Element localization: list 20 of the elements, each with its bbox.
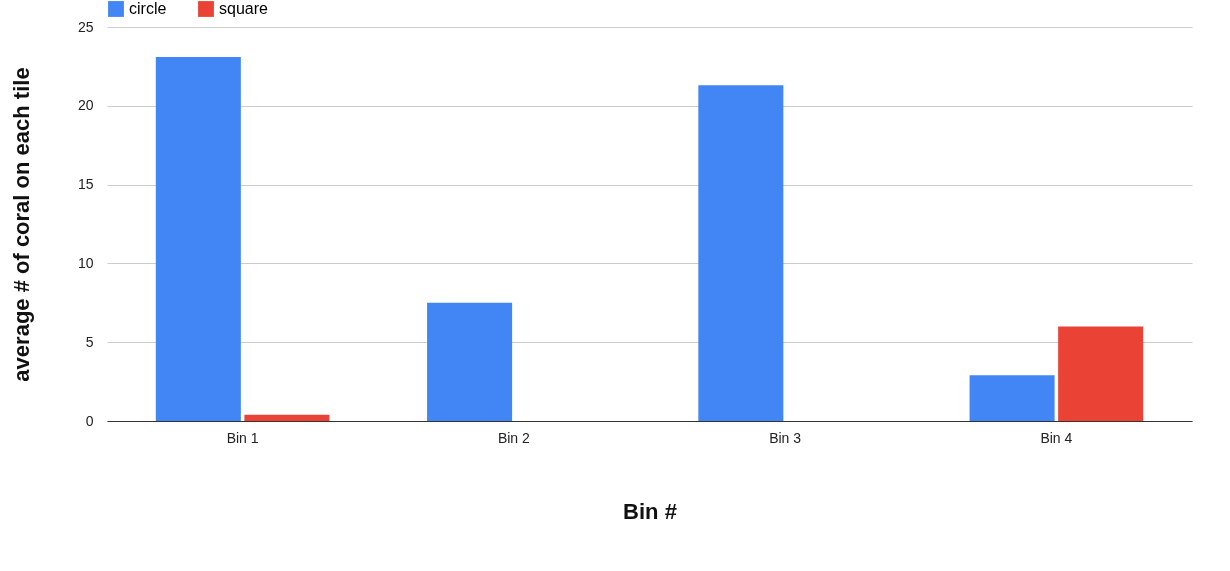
x-tick-label: Bin 2 xyxy=(497,429,531,446)
bar xyxy=(244,414,330,421)
bar xyxy=(1058,326,1144,421)
y-tick-label: 0 xyxy=(85,412,94,429)
y-tick-label: 20 xyxy=(77,97,94,114)
bar xyxy=(427,302,513,421)
bar xyxy=(698,85,784,421)
y-tick-label: 15 xyxy=(77,176,94,193)
y-tick-label: 25 xyxy=(77,18,94,35)
bar xyxy=(969,375,1055,421)
x-tick-label: Bin 3 xyxy=(769,429,802,446)
x-tick-label: Bin 1 xyxy=(226,429,259,446)
legend-label: circle xyxy=(129,0,167,17)
y-tick-label: 5 xyxy=(85,333,94,350)
x-axis-title: Bin # xyxy=(623,498,677,524)
y-tick-label: 10 xyxy=(77,254,94,271)
bar xyxy=(155,56,241,421)
x-tick-label: Bin 4 xyxy=(1040,429,1073,446)
y-axis-title: average # of coral on each tile xyxy=(8,67,34,382)
legend-label: square xyxy=(219,0,269,17)
